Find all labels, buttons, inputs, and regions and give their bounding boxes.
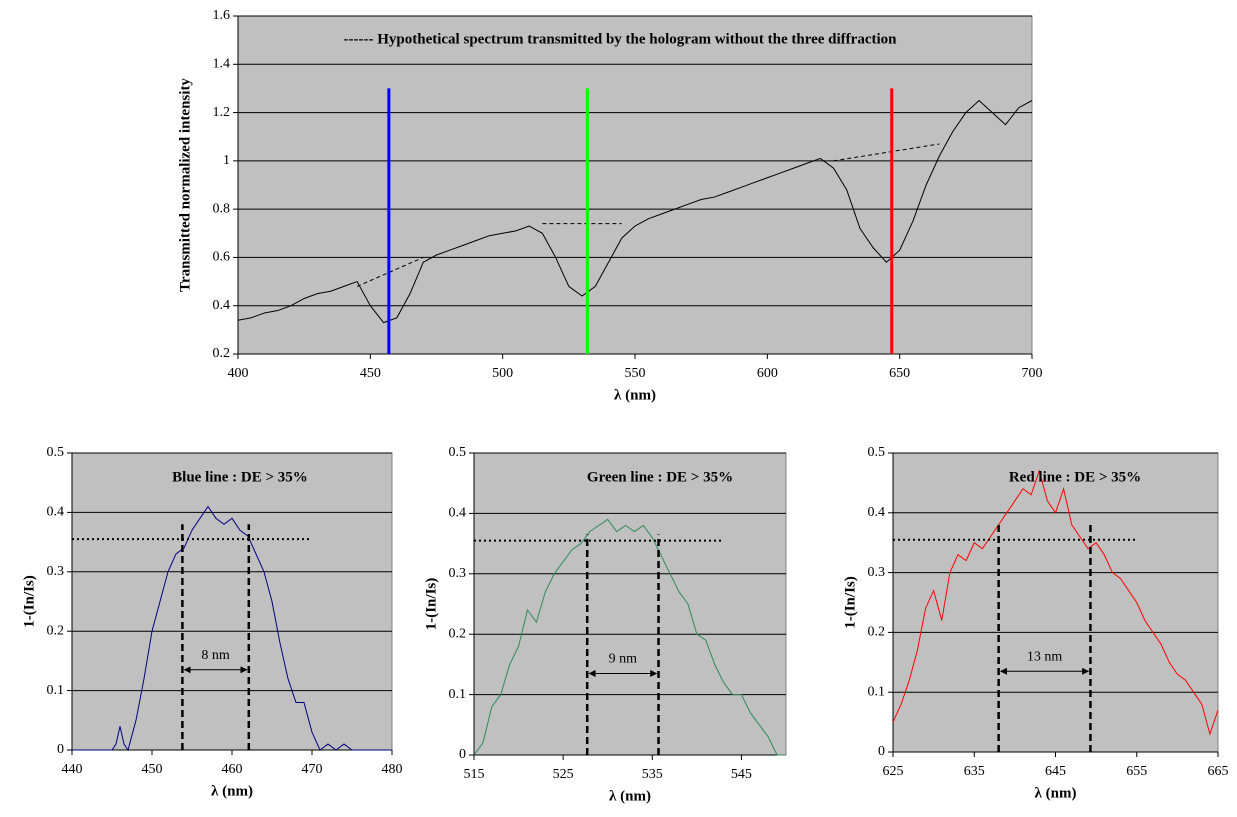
chart-title: Red line : DE > 35% [1009,469,1141,485]
y-tick-label: 0.2 [213,346,231,361]
x-tick-label: 550 [625,366,646,381]
x-tick-label: 700 [1022,366,1043,381]
x-tick-label: 635 [964,764,985,779]
chart-title: ------ Hypothetical spectrum transmitted… [344,31,898,47]
y-tick-label: 0.1 [449,687,467,702]
y-tick-label: 0.1 [47,683,65,698]
series-line [473,518,786,756]
y-tick-label: 0.2 [47,623,65,638]
y-tick-label: 0 [459,747,466,762]
x-tick-label: 450 [360,366,381,381]
chart-title: Green line : DE > 35% [587,469,733,485]
x-axis-label: λ (nm) [614,387,656,403]
y-tick-label: 0.2 [449,626,467,641]
x-tick-label: 535 [642,767,663,782]
y-tick-label: 1.6 [213,8,231,23]
y-tick-label: 0.4 [47,505,65,520]
y-axis-label: 1-(In/Is) [423,578,439,631]
y-tick-label: 0.5 [47,445,65,460]
y-tick-label: 0.8 [213,201,231,216]
x-tick-label: 480 [382,762,403,777]
x-tick-label: 645 [1045,764,1066,779]
x-tick-label: 625 [883,764,904,779]
x-tick-label: 600 [757,366,778,381]
plot-area [237,15,1033,355]
x-tick-label: 500 [492,366,513,381]
y-tick-label: 1 [223,153,230,168]
x-tick-label: 450 [142,762,163,777]
x-tick-label: 515 [464,767,485,782]
y-tick-label: 0.6 [213,250,231,265]
y-tick-label: 0.1 [868,684,886,699]
y-tick-label: 0 [57,742,64,757]
width-label: 9 nm [609,652,638,667]
x-tick-label: 525 [553,767,574,782]
series-line [237,99,1033,324]
y-tick-label: 1.4 [213,57,231,72]
y-tick-label: 0.4 [449,506,467,521]
y-tick-label: 0.4 [868,505,886,520]
x-axis-label: λ (nm) [1035,785,1077,801]
chart-title: Blue line : DE > 35% [172,469,308,485]
y-tick-label: 0.3 [47,564,65,579]
y-tick-label: 1.2 [213,105,231,120]
y-tick-label: 0.2 [868,625,886,640]
x-tick-label: 545 [731,767,752,782]
series-line [72,505,392,752]
x-tick-label: 650 [889,366,910,381]
y-tick-label: 0.4 [213,298,231,313]
y-axis-label: 1-(In/Is) [842,576,858,629]
x-axis-label: λ (nm) [211,783,253,799]
x-tick-label: 460 [222,762,243,777]
y-axis-label: 1-(In/Is) [21,575,37,628]
x-tick-label: 665 [1208,764,1229,779]
y-tick-label: 0.3 [868,565,886,580]
plot-area [892,452,1219,753]
y-tick-label: 0.3 [449,566,467,581]
y-tick-label: 0.5 [449,445,467,460]
y-tick-label: 0 [878,744,885,759]
y-tick-label: 0.5 [868,445,886,460]
plot-area [71,452,393,751]
series-line [892,469,1219,736]
x-tick-label: 470 [302,762,323,777]
plot-area [473,452,787,756]
x-tick-label: 400 [228,366,249,381]
x-tick-label: 440 [62,762,83,777]
width-label: 13 nm [1027,649,1063,664]
y-axis-label: Transmitted normalized intensity [177,78,193,292]
x-tick-label: 655 [1126,764,1147,779]
width-label: 8 nm [201,648,230,663]
x-axis-label: λ (nm) [609,788,651,804]
